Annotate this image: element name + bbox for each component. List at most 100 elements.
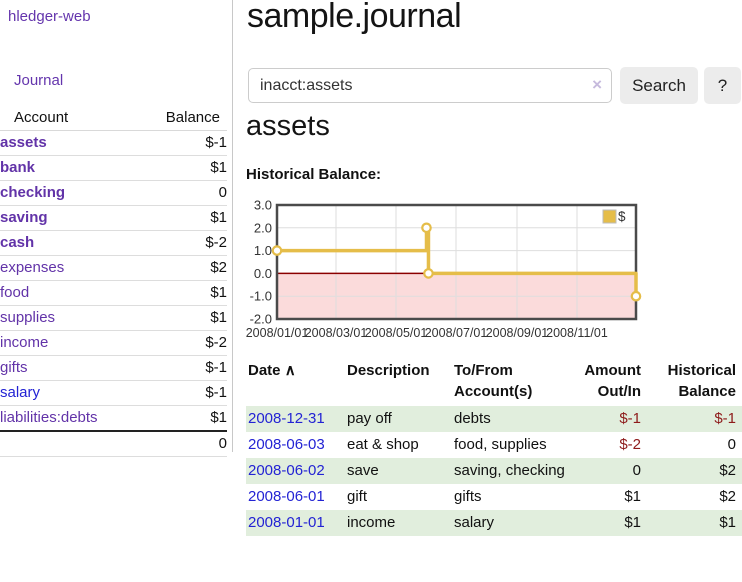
transaction-accounts: food, supplies xyxy=(454,436,547,453)
transaction-amount: 0 xyxy=(632,462,641,479)
transaction-row[interactable]: 2008-01-01 income salary $1 $1 xyxy=(246,510,742,536)
accounts-col-account: Account xyxy=(0,106,140,131)
account-link-liabilities-debts[interactable]: liabilities:debts xyxy=(0,409,98,426)
account-balance: $1 xyxy=(139,155,227,181)
account-balance: $-1 xyxy=(139,355,227,381)
transaction-balance: $-1 xyxy=(714,410,736,427)
svg-text:-2.0: -2.0 xyxy=(250,312,272,327)
transaction-description: income xyxy=(347,514,396,531)
account-link-bank[interactable]: bank xyxy=(0,159,36,176)
accounts-table: Account Balance assets $-1 bank $1 check… xyxy=(0,106,227,457)
transaction-amount: $1 xyxy=(624,488,641,505)
svg-text:1.0: 1.0 xyxy=(254,243,272,258)
app-brand-link[interactable]: hledger-web xyxy=(8,8,91,25)
transaction-amount: $-1 xyxy=(619,410,641,427)
svg-text:2.0: 2.0 xyxy=(254,220,272,235)
account-row: saving $1 xyxy=(0,205,227,231)
accounts-header-row: Account Balance xyxy=(0,106,227,131)
transaction-row[interactable]: 2008-12-31 pay off debts $-1 $-1 xyxy=(246,406,742,432)
accounts-total-value: 0 xyxy=(139,430,227,457)
transaction-date-link[interactable]: 2008-01-01 xyxy=(248,514,325,531)
transaction-row[interactable]: 2008-06-01 gift gifts $1 $2 xyxy=(246,484,742,510)
svg-text:2008/01/01: 2008/01/01 xyxy=(246,326,309,340)
account-row: checking 0 xyxy=(0,180,227,206)
search-form: × Search ? xyxy=(246,67,742,105)
svg-text:-1.0: -1.0 xyxy=(250,289,272,304)
account-balance: $2 xyxy=(139,255,227,281)
accounts-col-balance: Balance xyxy=(139,106,227,131)
account-link-gifts[interactable]: gifts xyxy=(0,359,28,376)
account-row: bank $1 xyxy=(0,155,227,181)
account-row: assets $-1 xyxy=(0,130,227,156)
sidebar: hledger-web Journal Account Balance asse… xyxy=(0,0,233,457)
account-row: income $-2 xyxy=(0,330,227,356)
account-link-cash[interactable]: cash xyxy=(0,234,35,251)
sort-asc-icon: ∧ xyxy=(284,362,296,379)
clear-search-icon[interactable]: × xyxy=(592,75,602,94)
transaction-date-link[interactable]: 2008-06-01 xyxy=(248,488,325,505)
account-row: supplies $1 xyxy=(0,305,227,331)
sidebar-item-journal[interactable]: Journal xyxy=(14,72,64,89)
svg-text:2008/03/01: 2008/03/01 xyxy=(305,326,368,340)
account-balance: $-1 xyxy=(139,380,227,406)
transaction-row[interactable]: 2008-06-02 save saving, checking 0 $2 xyxy=(246,458,742,484)
transaction-description: eat & shop xyxy=(347,436,419,453)
register-header-row: Date ∧ Description To/From Account(s) Am… xyxy=(246,356,742,406)
account-row: cash $-2 xyxy=(0,230,227,256)
svg-text:$: $ xyxy=(618,209,626,224)
svg-text:2008/11/01: 2008/11/01 xyxy=(546,326,608,340)
account-row: liabilities:debts $1 xyxy=(0,405,227,432)
account-balance: $1 xyxy=(139,305,227,331)
transaction-accounts: debts xyxy=(454,410,491,427)
account-balance: $1 xyxy=(139,405,227,432)
account-heading: assets xyxy=(246,110,330,142)
svg-text:2008/05/01: 2008/05/01 xyxy=(365,326,428,340)
svg-text:0.0: 0.0 xyxy=(254,266,272,281)
account-link-assets[interactable]: assets xyxy=(0,134,47,151)
transaction-description: save xyxy=(347,462,379,479)
transaction-balance: 0 xyxy=(727,436,736,453)
account-link-income[interactable]: income xyxy=(0,334,49,351)
balance-chart-svg: $3.0 2.0 1.0 0.0 -1.0 -2.02008/01/012008/03/0… xyxy=(246,198,642,340)
account-row: salary $-1 xyxy=(0,380,227,406)
account-row: gifts $-1 xyxy=(0,355,227,381)
transaction-balance: $2 xyxy=(719,462,736,479)
search-input[interactable] xyxy=(248,68,612,103)
transaction-amount: $1 xyxy=(624,514,641,531)
account-balance: $1 xyxy=(139,280,227,306)
account-balance: $-2 xyxy=(139,230,227,256)
col-amount: Amount Out/In xyxy=(584,362,641,400)
account-balance: $-2 xyxy=(139,330,227,356)
account-link-food[interactable]: food xyxy=(0,284,30,301)
account-balance: $-1 xyxy=(139,130,227,156)
col-accounts: To/From Account(s) xyxy=(454,362,533,400)
search-button[interactable]: Search xyxy=(620,67,698,104)
svg-text:2008/07/01: 2008/07/01 xyxy=(425,326,488,340)
historical-balance-chart: $3.0 2.0 1.0 0.0 -1.0 -2.0 2008/01/01 2008/03/0… xyxy=(246,196,646,342)
help-button[interactable]: ? xyxy=(704,67,741,104)
account-link-salary[interactable]: salary xyxy=(0,384,41,401)
svg-text:3.0: 3.0 xyxy=(254,198,272,213)
account-row: food $1 xyxy=(0,280,227,306)
chart-title: Historical Balance: xyxy=(246,166,382,183)
account-link-expenses[interactable]: expenses xyxy=(0,259,65,276)
transaction-row[interactable]: 2008-06-03 eat & shop food, supplies $-2… xyxy=(246,432,742,458)
transaction-balance: $1 xyxy=(719,514,736,531)
transaction-amount: $-2 xyxy=(619,436,641,453)
svg-text:2008/09/01: 2008/09/01 xyxy=(486,326,549,340)
col-balance: Historical Balance xyxy=(667,362,736,400)
account-balance: 0 xyxy=(139,180,227,206)
transaction-date-link[interactable]: 2008-06-03 xyxy=(248,436,325,453)
transaction-description: gift xyxy=(347,488,368,505)
main-content: sample.journal × Search ? assets Histori… xyxy=(246,0,742,582)
register-table: Date ∧ Description To/From Account(s) Am… xyxy=(246,356,742,536)
account-row: expenses $2 xyxy=(0,255,227,281)
transaction-date-link[interactable]: 2008-12-31 xyxy=(248,410,325,427)
col-date[interactable]: Date ∧ xyxy=(248,362,296,379)
transaction-date-link[interactable]: 2008-06-02 xyxy=(248,462,325,479)
account-link-supplies[interactable]: supplies xyxy=(0,309,56,326)
account-link-checking[interactable]: checking xyxy=(0,184,66,201)
account-link-saving[interactable]: saving xyxy=(0,209,48,226)
transaction-description: pay off xyxy=(347,410,392,427)
account-balance: $1 xyxy=(139,205,227,231)
